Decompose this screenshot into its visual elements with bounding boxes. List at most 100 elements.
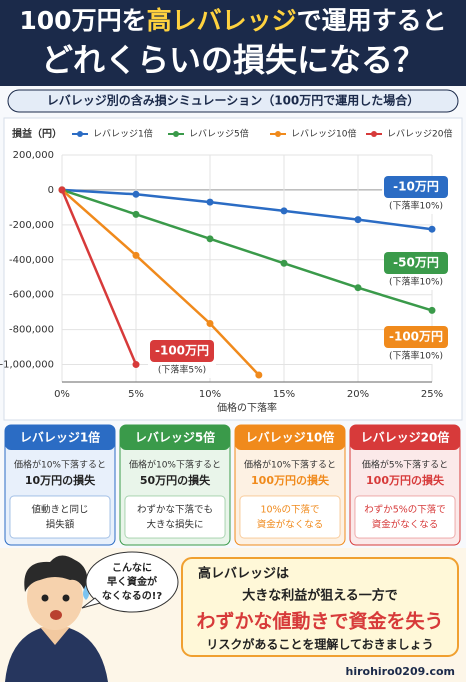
card-note: わずかな下落でも	[137, 504, 213, 516]
series-line	[60, 189, 138, 366]
y-axis-label: 損益（円）	[12, 127, 62, 140]
data-point	[206, 235, 214, 243]
card-title: レバレッジ1倍	[20, 430, 100, 445]
card-line1: 価格が5%下落すると	[362, 459, 448, 471]
annotation-note: (下落率10%)	[389, 276, 443, 288]
speech-tail	[81, 597, 101, 609]
card-note-box	[354, 495, 456, 539]
title-part: で運用すると	[297, 6, 447, 35]
card-note-box	[124, 495, 226, 539]
card-line2: 10万円の損失	[25, 473, 96, 487]
card-header	[350, 425, 460, 450]
card-line2: 100万円の損失	[366, 473, 445, 487]
series-line	[61, 188, 260, 376]
data-point	[428, 225, 436, 233]
y-tick-label: 200,000	[13, 150, 54, 161]
x-tick-label: 10%	[199, 389, 221, 400]
subtitle: レバレッジ別の含み損シミュレーション（100万円で運用した場合）	[47, 93, 420, 108]
title-highlight: 高レバレッジ	[147, 6, 297, 35]
x-tick-label: 20%	[347, 389, 369, 400]
card-note-box	[9, 495, 111, 539]
card-note: 資金がなくなる	[257, 519, 324, 531]
y-tick-label: -800,000	[9, 325, 54, 336]
x-tick-label: 5%	[128, 389, 144, 400]
data-point	[132, 190, 140, 198]
x-tick-label: 15%	[273, 389, 295, 400]
annotation-text: -100万円	[389, 330, 443, 344]
speech-bubble	[85, 551, 179, 613]
data-point	[354, 284, 362, 292]
data-point	[132, 251, 140, 259]
card-title: レバレッジ5倍	[135, 430, 215, 445]
message-line: 高レバレッジは	[198, 566, 289, 582]
bubble-text: 早く資金が	[107, 575, 158, 588]
data-point	[206, 320, 214, 328]
y-tick-label: -200,000	[9, 220, 54, 231]
legend-dot	[371, 131, 377, 137]
annotation-note: (下落率10%)	[389, 200, 443, 212]
title-part: 100万円を	[19, 6, 146, 35]
card-header	[235, 425, 345, 450]
legend-dot	[173, 131, 179, 137]
annotation-note: (下落率5%)	[158, 364, 206, 376]
y-tick-label: -400,000	[9, 255, 54, 266]
annotation-box	[384, 252, 448, 274]
message-line: 大きな利益が狙える一方で	[242, 588, 398, 604]
card-note: 大きな損失に	[146, 519, 203, 531]
character	[5, 555, 108, 682]
header-band	[0, 0, 466, 86]
annotation-box	[384, 176, 448, 198]
y-tick-label: -1,000,000	[0, 360, 54, 371]
card-title: レバレッジ20倍	[361, 430, 450, 445]
data-point	[206, 198, 214, 206]
data-point	[354, 216, 362, 224]
subtitle-box	[7, 89, 459, 113]
legend-label: レバレッジ1倍	[93, 128, 153, 140]
data-point	[280, 207, 288, 215]
legend-dot	[77, 131, 83, 137]
y-tick-label: 0	[48, 185, 54, 196]
data-point	[58, 186, 66, 194]
card-header	[5, 425, 115, 450]
data-point	[280, 259, 288, 267]
card-line1: 価格が10%下落すると	[129, 459, 221, 471]
card-header	[120, 425, 230, 450]
legend-label: レバレッジ20倍	[387, 128, 452, 140]
x-tick-label: 25%	[421, 389, 443, 400]
card-line1: 価格が10%下落すると	[244, 459, 336, 471]
y-tick-label: -600,000	[9, 290, 54, 301]
annotation-text: -10万円	[393, 180, 439, 194]
data-point	[428, 306, 436, 314]
card-note: わずか5%の下落で	[364, 504, 446, 516]
x-axis-label: 価格の下落率	[217, 401, 277, 414]
annotation-text: -50万円	[393, 256, 439, 270]
card-title: レバレッジ10倍	[246, 430, 335, 445]
message-box	[181, 557, 459, 657]
message-line: リスクがあることを理解しておきましょう	[206, 637, 433, 652]
footer-url: hirohiro0209.com	[345, 665, 455, 678]
x-tick-label: 0%	[54, 389, 70, 400]
card-line2: 100万円の損失	[251, 473, 330, 487]
series-line	[61, 188, 433, 312]
annotation-box	[384, 326, 448, 348]
data-point	[132, 210, 140, 218]
card-line2: 50万円の損失	[140, 473, 211, 487]
card-line1: 価格が10%下落すると	[14, 459, 106, 471]
annotation-note: (下落率10%)	[389, 350, 443, 362]
legend-label: レバレッジ10倍	[291, 128, 356, 140]
card-note: 損失額	[46, 519, 75, 531]
title-line2: どれくらいの損失になる？	[41, 41, 425, 79]
bubble-text: こんなに	[112, 562, 152, 574]
annotation-box	[150, 340, 214, 362]
card-note: 値動きと同じ	[31, 504, 88, 516]
legend-label: レバレッジ5倍	[189, 128, 249, 140]
card-note: 10%の下落で	[260, 504, 319, 516]
data-point	[132, 361, 140, 369]
annotation-text: -100万円	[155, 344, 209, 358]
message-line: わずかな値動きで資金を失う	[196, 610, 443, 633]
series-line	[61, 188, 433, 231]
title-line1: 100万円を高レバレッジで運用すると	[19, 6, 446, 35]
card-note: 資金がなくなる	[372, 519, 439, 531]
data-point	[255, 371, 263, 379]
legend-dot	[275, 131, 281, 137]
